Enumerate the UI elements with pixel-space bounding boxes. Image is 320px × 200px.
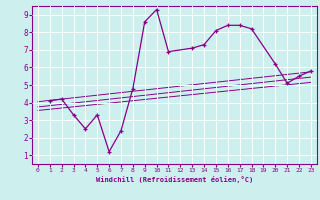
X-axis label: Windchill (Refroidissement éolien,°C): Windchill (Refroidissement éolien,°C) <box>96 176 253 183</box>
